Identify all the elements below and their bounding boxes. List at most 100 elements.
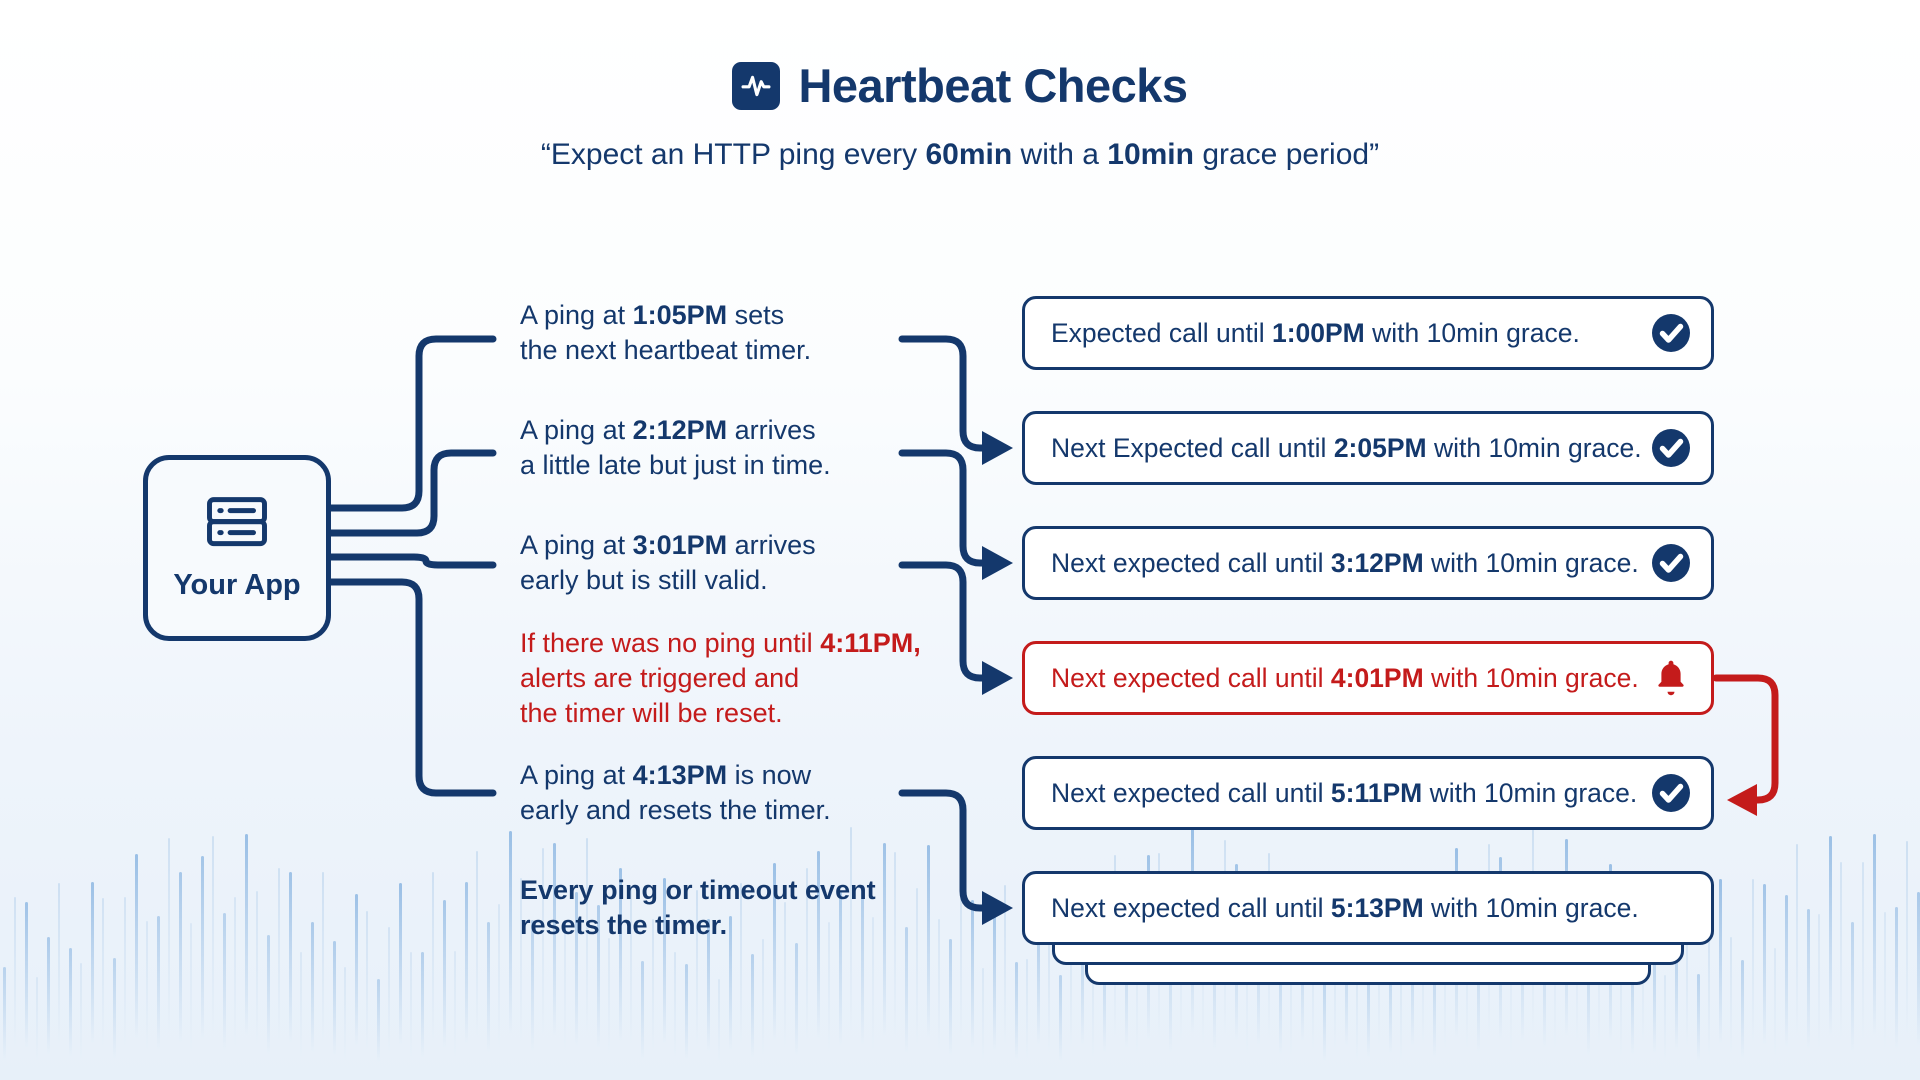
waveform-bar: [80, 962, 82, 1059]
waveform-bar: [795, 943, 798, 1056]
waveform-bar: [58, 883, 60, 1045]
server-icon: [204, 494, 270, 557]
waveform-bar: [1785, 895, 1788, 1047]
waveform-bar: [1862, 862, 1864, 1041]
event-text: Next expected call until 4:01PM with 10m…: [1051, 662, 1639, 693]
subtitle: “Expect an HTTP ping every 60min with a …: [540, 138, 1380, 171]
waveform-bar: [1664, 974, 1666, 1062]
waveform-bar: [927, 844, 930, 1038]
waveform-bar: [575, 892, 578, 1047]
waveform-bar: [377, 979, 380, 1062]
waveform-bar: [1037, 886, 1040, 1046]
waveform-bar: [1807, 908, 1810, 1050]
waveform-bar: [1752, 878, 1754, 1044]
waveform-bar: [960, 869, 962, 1043]
waveform-bar: [256, 890, 258, 1046]
waveform-bar: [1708, 941, 1710, 1055]
waveform-bar: [762, 939, 764, 1055]
waveform-bar: [124, 897, 126, 1048]
waveform-bar: [993, 915, 996, 1051]
waveform-bar: [817, 851, 820, 1039]
waveform-bar: [1279, 932, 1282, 1054]
waveform-bar: [1070, 903, 1072, 1049]
event-card: Expected call until 1:00PM with 10min gr…: [1022, 296, 1714, 370]
waveform-bar: [608, 937, 610, 1055]
waveform-bar: [663, 878, 666, 1044]
waveform-bar: [872, 916, 874, 1051]
waveform-bar: [1873, 834, 1876, 1036]
waveform-bar: [1169, 922, 1172, 1052]
waveform-bar: [971, 899, 974, 1048]
waveform-bar: [729, 915, 732, 1051]
event-card: Next expected call until 3:12PM with 10m…: [1022, 526, 1714, 600]
waveform-bar: [322, 871, 324, 1043]
waveform-bar: [1686, 899, 1688, 1048]
waveform-bar: [1730, 936, 1732, 1055]
waveform-bar: [1246, 934, 1248, 1054]
waveform-bar: [245, 833, 248, 1036]
waveform-bar: [1675, 905, 1678, 1049]
waveform-bar: [553, 842, 556, 1038]
waveform-bar: [773, 862, 776, 1041]
waveform-bar: [366, 911, 368, 1050]
waveform-bar: [355, 893, 358, 1047]
waveform-bar: [465, 882, 468, 1045]
waveform-bar: [47, 936, 50, 1055]
waveform-bar: [1906, 841, 1908, 1037]
waveform-bar: [388, 927, 390, 1053]
waveform-bar: [36, 976, 38, 1062]
waveform-bar: [487, 921, 490, 1052]
waveform-bar: [190, 923, 192, 1052]
event-text: Next expected call until 5:13PM with 10m…: [1051, 892, 1639, 923]
waveform-bar: [619, 868, 622, 1042]
waveform-bar: [1895, 907, 1898, 1049]
event-text: Next expected call until 5:11PM with 10m…: [1051, 777, 1638, 808]
waveform-bar: [278, 868, 280, 1042]
waveform-bar: [1059, 975, 1062, 1062]
event-text: Expected call until 1:00PM with 10min gr…: [1051, 317, 1580, 348]
your-app-box: Your App: [143, 455, 331, 641]
event-text: Next Expected call until 2:05PM with 10m…: [1051, 432, 1642, 463]
waveform-bar: [1631, 938, 1634, 1055]
waveform-bar: [432, 872, 434, 1043]
waveform-bar: [1587, 940, 1590, 1055]
waveform-bar: [806, 868, 808, 1042]
waveform-bar: [641, 961, 644, 1059]
waveform-bar: [542, 848, 544, 1039]
waveform-bar: [1433, 951, 1436, 1057]
waveform-bar: [454, 951, 456, 1057]
waveform-bar: [1719, 879, 1722, 1044]
waveform-bar: [652, 919, 654, 1052]
waveform-bar: [1763, 884, 1766, 1045]
waveform-bar: [850, 827, 852, 1035]
waveform-bar: [1367, 951, 1370, 1057]
waveform-bar: [509, 831, 512, 1036]
waveform-bar: [476, 851, 478, 1039]
waveform-bar: [146, 921, 148, 1052]
annotation-text: A ping at 2:12PM arrives a little late bu…: [520, 415, 831, 480]
waveform-bar: [1400, 968, 1402, 1060]
waveform-bar: [1851, 922, 1854, 1052]
waveform-bar: [1741, 959, 1744, 1059]
waveform-bar: [718, 978, 720, 1062]
waveform-bar: [883, 842, 886, 1038]
waveform-bar: [696, 890, 698, 1046]
waveform-bar: [674, 952, 676, 1058]
annotation-text: A ping at 4:13PM is now early and resets …: [520, 760, 831, 825]
annotation-text: A ping at 3:01PM arrives early but is sti…: [520, 530, 816, 595]
waveform-bar: [949, 939, 952, 1055]
waveform-bar: [289, 871, 292, 1043]
waveform-bar: [1389, 932, 1392, 1054]
waveform-bar: [531, 919, 534, 1052]
annotation-text: A ping at 1:05PM sets the next heartbeat …: [520, 300, 812, 365]
waveform-bar: [1026, 958, 1028, 1059]
waveform-bar: [1004, 885, 1006, 1045]
waveform-bar: [564, 920, 566, 1052]
check-icon: [1651, 543, 1691, 583]
event-card: Next expected call until 4:01PM with 10m…: [1022, 641, 1714, 715]
waveform-bar: [234, 896, 236, 1047]
waveform-bar: [828, 922, 830, 1052]
waveform-bar: [1796, 843, 1798, 1038]
waveform-bar: [1092, 953, 1094, 1058]
